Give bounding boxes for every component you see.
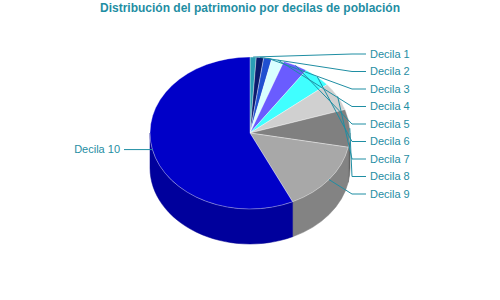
- labels: Decila 1 Decila 2 Decila 3 Decila 4 Decila 5…: [74, 48, 410, 200]
- slice-label: Decila 6: [370, 135, 410, 147]
- slice-label: Decila 8: [370, 170, 410, 182]
- slice-label: Decila 4: [370, 100, 410, 112]
- callout-line: [329, 180, 366, 194]
- callout-line: [350, 128, 366, 176]
- pie-top: [150, 57, 350, 209]
- callout-line: [317, 77, 366, 142]
- callout-line: [124, 149, 152, 150]
- slice-label: Decila 1: [370, 48, 410, 60]
- title: Distribución del patrimonio por decilas …: [100, 1, 400, 15]
- slice-label: Decila 9: [370, 188, 410, 200]
- pie: [150, 57, 350, 244]
- slice: [150, 57, 293, 209]
- chart: Distribución del patrimonio por decilas …: [0, 0, 500, 300]
- slice-label: Decila 3: [370, 83, 410, 95]
- slice-label: Decila 5: [370, 118, 410, 130]
- callout-line: [260, 57, 366, 71]
- slice-label: Decila 2: [370, 65, 410, 77]
- callout-line: [278, 60, 366, 106]
- slice-label: Decila 7: [370, 153, 410, 165]
- slice-label: Decila 10: [74, 143, 120, 155]
- callout-line: [295, 65, 366, 124]
- callout-line: [253, 54, 366, 57]
- callout-line: [338, 96, 366, 159]
